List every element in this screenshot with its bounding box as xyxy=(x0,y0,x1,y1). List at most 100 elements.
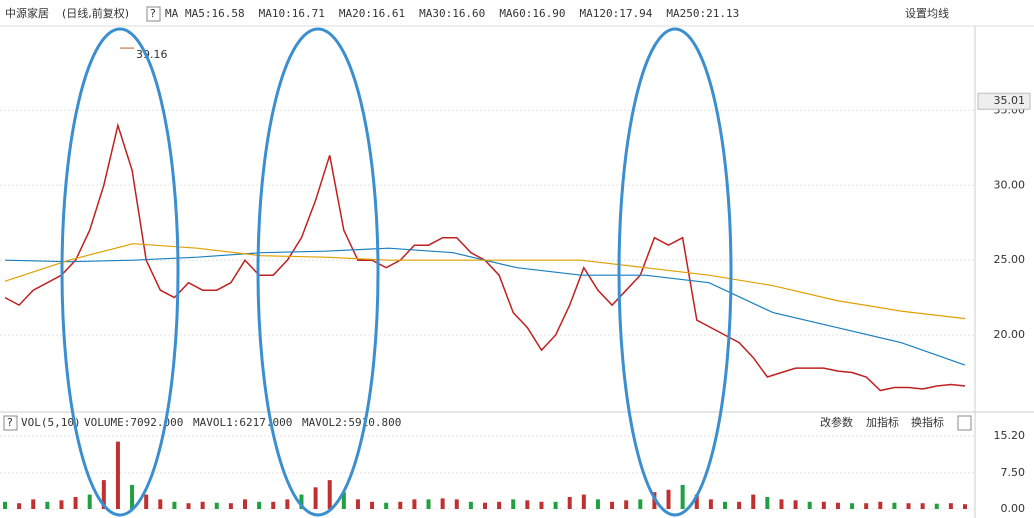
volume-bar xyxy=(45,501,50,509)
volume-bar xyxy=(793,500,798,509)
volume-bar xyxy=(948,503,953,509)
help-box[interactable] xyxy=(3,415,18,431)
volume-bar xyxy=(737,501,742,509)
volume-bar xyxy=(59,500,64,509)
volume-bar xyxy=(694,494,699,509)
stock-name: 中源家居 xyxy=(5,6,49,20)
price-marker-box xyxy=(977,92,1031,110)
volume-bar xyxy=(285,499,290,509)
ellipse xyxy=(60,27,180,517)
y-tick-label: 7.50 xyxy=(1001,466,1026,479)
volume-bar xyxy=(906,503,911,509)
volume-bar xyxy=(426,499,431,509)
volume-bar xyxy=(934,503,939,509)
ma-value: MA5:16.58 xyxy=(185,7,245,20)
volume-bar xyxy=(398,501,403,509)
ma-label: MA xyxy=(165,7,179,20)
volume-bar xyxy=(158,499,163,509)
volume-bar xyxy=(200,501,205,509)
price-line xyxy=(4,243,966,320)
vol-label: VOL(5,10) xyxy=(21,416,81,429)
volume-bar xyxy=(214,502,219,509)
volume-bar xyxy=(553,501,558,509)
mode: (日线,前复权) xyxy=(62,6,129,20)
volume-bar xyxy=(299,494,304,509)
volume-bar xyxy=(963,504,967,509)
volume-bar xyxy=(384,502,389,509)
volume-bar xyxy=(511,499,516,509)
close-box[interactable] xyxy=(957,415,972,431)
volume-bar xyxy=(892,502,897,509)
volume-bar xyxy=(779,499,784,509)
volume-bar xyxy=(370,501,375,509)
volume-bar xyxy=(497,501,502,509)
volume-bar xyxy=(765,496,770,509)
volume-bar xyxy=(539,501,544,509)
volume-bar xyxy=(638,499,643,509)
volume-bar xyxy=(850,503,855,509)
help-box[interactable] xyxy=(146,6,161,22)
price-marker: 35.01 xyxy=(994,94,1026,107)
marks: 20.0025.0030.0035.0035.0139.160.007.5015… xyxy=(0,47,1031,515)
mavol1: MAVOL1:6217.000 xyxy=(193,416,292,429)
volume-bar xyxy=(31,499,36,509)
volume: VOLUME:7092.000 xyxy=(84,416,183,429)
ma-value: MA60:16.90 xyxy=(499,7,565,20)
settings[interactable]: 设置均线 xyxy=(905,6,949,20)
highlight-ellipses xyxy=(60,27,733,517)
volume-bar xyxy=(327,480,332,509)
volume-bar xyxy=(115,441,120,509)
volume-bar xyxy=(595,499,600,509)
volume-bar xyxy=(17,503,22,509)
help[interactable]: ? xyxy=(7,416,13,429)
volume-bar xyxy=(723,501,727,509)
volume-bar xyxy=(680,484,685,509)
y-tick-label: 0.00 xyxy=(1001,502,1026,515)
y-tick-label: 30.00 xyxy=(994,178,1026,191)
ma-value: MA120:17.94 xyxy=(580,7,653,20)
y-tick-label: 20.00 xyxy=(994,328,1026,341)
volume-bar xyxy=(243,499,247,509)
volume-bar xyxy=(87,494,92,509)
volume-bar xyxy=(610,501,615,509)
volume-bar xyxy=(581,494,586,509)
ma-value: MA250:21.13 xyxy=(666,7,739,20)
button[interactable]: 加指标 xyxy=(866,415,899,429)
volume-bar xyxy=(878,501,883,509)
volume-bar xyxy=(228,503,233,509)
volume-bar xyxy=(666,489,671,509)
volume-bar xyxy=(920,503,925,509)
ma-value: MA30:16.60 xyxy=(419,7,485,20)
annotation: 39.16 xyxy=(136,48,168,61)
volume-bar xyxy=(3,501,7,509)
ma-value: MA20:16.61 xyxy=(339,7,405,20)
volume-bar xyxy=(313,487,318,509)
volume-bar xyxy=(271,501,276,509)
volume-bar xyxy=(525,500,530,509)
button[interactable]: 改参数 xyxy=(820,415,853,429)
volume-bar xyxy=(355,499,360,509)
volume-bar xyxy=(172,501,177,509)
volume-bar xyxy=(73,496,78,509)
y-tick-label: 25.00 xyxy=(994,253,1026,266)
volume-bar xyxy=(130,484,135,509)
button[interactable]: 换指标 xyxy=(911,415,944,429)
volume-bar xyxy=(864,503,869,509)
ellipse xyxy=(256,27,380,517)
y-tick-label: 15.20 xyxy=(994,429,1026,442)
volume-bar xyxy=(708,499,713,509)
volume-bar xyxy=(412,499,417,509)
mavol2: MAVOL2:5910.800 xyxy=(302,416,401,429)
volume-bar xyxy=(186,503,191,509)
volume-bar xyxy=(624,500,629,509)
volume-bar xyxy=(835,502,840,509)
volume-bar xyxy=(257,501,262,509)
volume-bar xyxy=(567,496,572,509)
help[interactable]: ? xyxy=(150,7,156,20)
volume-bar xyxy=(821,501,826,509)
volume-bar xyxy=(144,494,149,509)
volume-bar xyxy=(341,492,346,509)
volume-bar xyxy=(807,501,812,509)
